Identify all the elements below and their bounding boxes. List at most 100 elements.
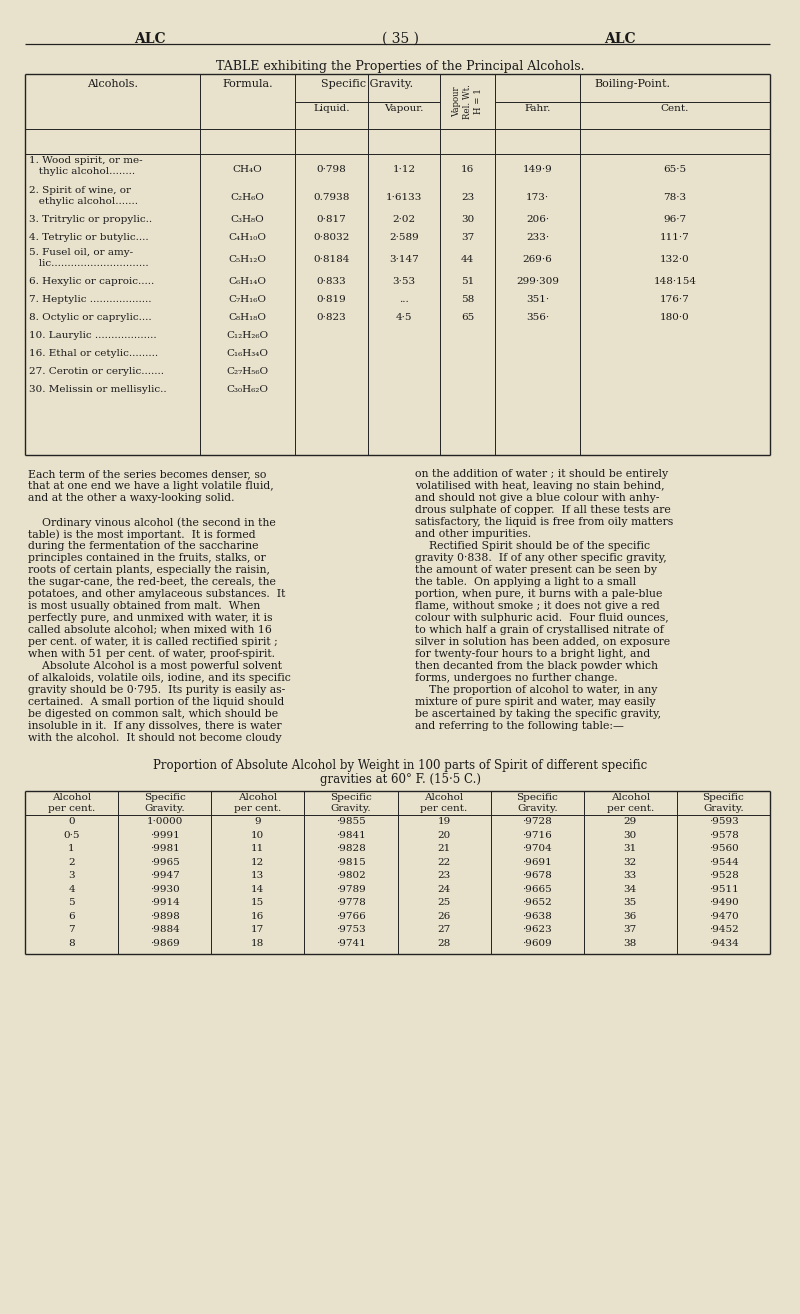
Text: Cent.: Cent. — [661, 104, 689, 113]
Text: ·9609: ·9609 — [522, 938, 552, 947]
Text: the amount of water present can be seen by: the amount of water present can be seen … — [415, 565, 657, 576]
Text: 23: 23 — [461, 192, 474, 201]
Text: C₆H₁₄O: C₆H₁₄O — [229, 276, 266, 285]
Text: Alcohols.: Alcohols. — [87, 79, 138, 89]
Text: 12: 12 — [251, 858, 265, 867]
Text: Each term of the series becomes denser, so: Each term of the series becomes denser, … — [28, 469, 266, 480]
Text: 3: 3 — [68, 871, 75, 880]
Text: gravities at 60° F. (15·5 C.): gravities at 60° F. (15·5 C.) — [319, 773, 481, 786]
Text: 0·798: 0·798 — [317, 164, 346, 173]
Text: ( 35 ): ( 35 ) — [382, 32, 418, 46]
Text: 10. Laurylic ...................: 10. Laurylic ................... — [29, 331, 157, 339]
Text: Gravity.: Gravity. — [517, 804, 558, 813]
Text: C₃H₈O: C₃H₈O — [230, 214, 264, 223]
Text: gravity 0·838.  If of any other specific gravity,: gravity 0·838. If of any other specific … — [415, 553, 666, 562]
Text: 13: 13 — [251, 871, 265, 880]
Text: 16: 16 — [251, 912, 265, 921]
Text: 206·: 206· — [526, 214, 549, 223]
Text: 35: 35 — [624, 899, 637, 907]
Text: forms, undergoes no further change.: forms, undergoes no further change. — [415, 673, 618, 683]
Text: 58: 58 — [461, 294, 474, 304]
Text: 0·823: 0·823 — [317, 313, 346, 322]
Text: silver in solution has been added, on exposure: silver in solution has been added, on ex… — [415, 637, 670, 646]
Text: 269·6: 269·6 — [522, 255, 552, 264]
Text: drous sulphate of copper.  If all these tests are: drous sulphate of copper. If all these t… — [415, 505, 670, 515]
Text: ·9470: ·9470 — [709, 912, 738, 921]
Text: 5. Fusel oil, or amy-: 5. Fusel oil, or amy- — [29, 248, 133, 258]
Text: ·9716: ·9716 — [522, 830, 552, 840]
Text: per cent.: per cent. — [606, 804, 654, 813]
Text: ·9981: ·9981 — [150, 845, 179, 853]
Text: per cent.: per cent. — [234, 804, 282, 813]
Text: 18: 18 — [251, 938, 265, 947]
Text: ·9728: ·9728 — [522, 817, 552, 827]
Text: 7: 7 — [68, 925, 75, 934]
Text: Ordinary vinous alcohol (the second in the: Ordinary vinous alcohol (the second in t… — [28, 516, 276, 527]
Text: 0·819: 0·819 — [317, 294, 346, 304]
Text: and should not give a blue colour with anhy-: and should not give a blue colour with a… — [415, 493, 659, 503]
Text: 1: 1 — [68, 845, 75, 853]
Text: Vapour.: Vapour. — [384, 104, 424, 113]
Text: Alcohol: Alcohol — [52, 794, 91, 802]
Text: 2·589: 2·589 — [389, 233, 419, 242]
Text: 27: 27 — [438, 925, 450, 934]
Text: 356·: 356· — [526, 313, 549, 322]
Text: principles contained in the fruits, stalks, or: principles contained in the fruits, stal… — [28, 553, 266, 562]
Text: 11: 11 — [251, 845, 265, 853]
Text: and referring to the following table:—: and referring to the following table:— — [415, 721, 624, 731]
Text: 180·0: 180·0 — [660, 313, 690, 322]
Text: ·9578: ·9578 — [709, 830, 738, 840]
Text: 22: 22 — [438, 858, 450, 867]
Text: 148·154: 148·154 — [654, 276, 697, 285]
Text: 14: 14 — [251, 884, 265, 894]
Text: 173·: 173· — [526, 192, 549, 201]
Text: 21: 21 — [438, 845, 450, 853]
Text: insoluble in it.  If any dissolves, there is water: insoluble in it. If any dissolves, there… — [28, 721, 282, 731]
Text: 33: 33 — [624, 871, 637, 880]
Text: ·9766: ·9766 — [336, 912, 366, 921]
Text: volatilised with heat, leaving no stain behind,: volatilised with heat, leaving no stain … — [415, 481, 665, 491]
Text: C₁₆H₃₄O: C₁₆H₃₄O — [226, 348, 269, 357]
Text: ·9652: ·9652 — [522, 899, 552, 907]
Text: Specific: Specific — [702, 794, 744, 802]
Text: thylic alcohol........: thylic alcohol........ — [29, 167, 135, 176]
Text: 8: 8 — [68, 938, 75, 947]
Text: per cent. of water, it is called rectified spirit ;: per cent. of water, it is called rectifi… — [28, 637, 278, 646]
Text: C₅H₁₂O: C₅H₁₂O — [229, 255, 266, 264]
Text: 6: 6 — [68, 912, 75, 921]
Text: ·9947: ·9947 — [150, 871, 179, 880]
Text: ·9753: ·9753 — [336, 925, 366, 934]
Text: Specific: Specific — [516, 794, 558, 802]
Text: Gravity.: Gravity. — [703, 804, 744, 813]
Text: C₈H₁₈O: C₈H₁₈O — [229, 313, 266, 322]
Text: ...: ... — [399, 294, 409, 304]
Text: ethylic alcohol.......: ethylic alcohol....... — [29, 197, 138, 206]
Text: 351·: 351· — [526, 294, 549, 304]
Text: 299·309: 299·309 — [516, 276, 559, 285]
Text: 1·6133: 1·6133 — [386, 192, 422, 201]
Text: ·9434: ·9434 — [709, 938, 738, 947]
Text: 0: 0 — [68, 817, 75, 827]
Text: 9: 9 — [254, 817, 261, 827]
Text: 38: 38 — [624, 938, 637, 947]
Text: C₃₀H₆₂O: C₃₀H₆₂O — [226, 385, 269, 393]
Text: 20: 20 — [438, 830, 450, 840]
Text: C₇H₁₆O: C₇H₁₆O — [229, 294, 266, 304]
Text: ·9593: ·9593 — [709, 817, 738, 827]
Text: Liquid.: Liquid. — [314, 104, 350, 113]
Text: Gravity.: Gravity. — [330, 804, 371, 813]
Text: C₂H₆O: C₂H₆O — [230, 192, 265, 201]
Text: 0·833: 0·833 — [317, 276, 346, 285]
Text: ·9778: ·9778 — [336, 899, 366, 907]
Text: ·9841: ·9841 — [336, 830, 366, 840]
Text: ·9678: ·9678 — [522, 871, 552, 880]
Text: flame, without smoke ; it does not give a red: flame, without smoke ; it does not give … — [415, 600, 660, 611]
Text: Fahr.: Fahr. — [524, 104, 550, 113]
Text: 29: 29 — [624, 817, 637, 827]
Text: colour with sulphuric acid.  Four fluid ounces,: colour with sulphuric acid. Four fluid o… — [415, 614, 669, 623]
Text: Alcohol: Alcohol — [425, 794, 464, 802]
Text: per cent.: per cent. — [421, 804, 468, 813]
Text: 0·817: 0·817 — [317, 214, 346, 223]
Text: ·9855: ·9855 — [336, 817, 366, 827]
Text: Alcohol: Alcohol — [610, 794, 650, 802]
